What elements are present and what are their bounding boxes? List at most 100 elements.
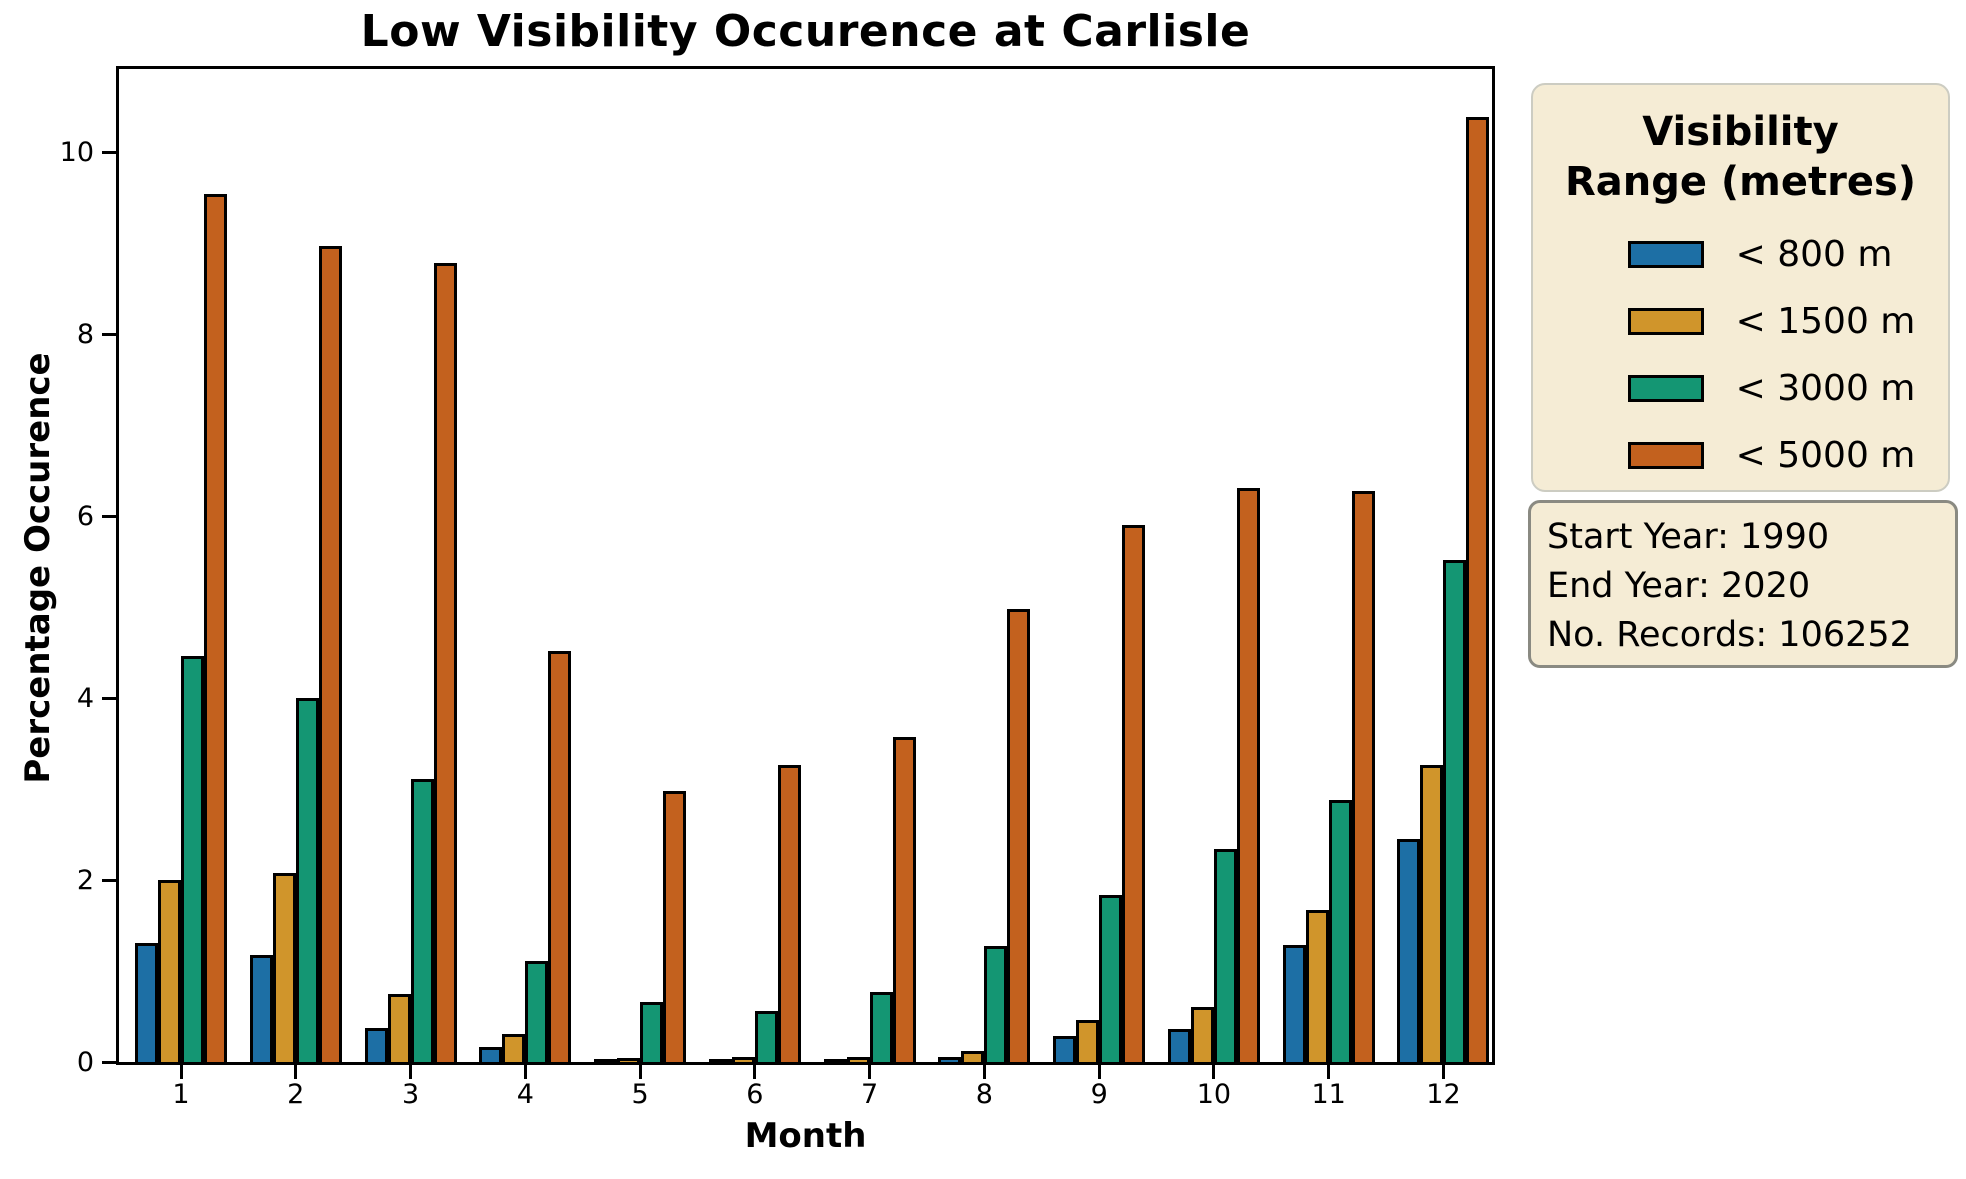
bar-month-4-range-3 xyxy=(525,961,549,1062)
bar-month-11-range-3 xyxy=(1328,800,1352,1062)
legend-entry-1: < 800 m xyxy=(1566,221,1916,288)
bar-month-12-range-1 xyxy=(1397,839,1421,1062)
bar-month-5-range-4 xyxy=(663,791,687,1062)
legend-swatch-icon xyxy=(1627,241,1704,268)
y-tick-label-8: 8 xyxy=(76,319,94,351)
bars-layer xyxy=(119,69,1492,1062)
y-tick-8 xyxy=(102,333,116,337)
legend-entry-label: < 1500 m xyxy=(1735,301,1916,342)
legend-entries: < 800 m < 1500 m < 3000 m < 5000 m xyxy=(1566,221,1916,489)
legend: Visibility Range (metres) < 800 m < 1500 … xyxy=(1531,83,1950,492)
bar-month-6-range-2 xyxy=(731,1057,755,1062)
bar-month-7-range-1 xyxy=(823,1059,847,1062)
bar-month-8-range-3 xyxy=(984,945,1008,1062)
bar-month-7-range-2 xyxy=(846,1056,870,1062)
bar-month-7-range-3 xyxy=(869,991,893,1062)
x-tick-label-8: 8 xyxy=(975,1079,993,1110)
bar-month-4-range-2 xyxy=(502,1033,526,1062)
plot-area xyxy=(116,66,1495,1065)
bar-month-1-range-1 xyxy=(135,942,158,1062)
x-tick-10 xyxy=(1212,1065,1216,1079)
y-tick-0 xyxy=(102,1060,116,1064)
x-tick-label-2: 2 xyxy=(287,1079,305,1110)
y-tick-label-6: 6 xyxy=(76,500,94,532)
chart-title: Low Visibility Occurence at Carlisle xyxy=(360,6,1251,57)
x-tick-7 xyxy=(868,1065,872,1079)
y-tick-label-0: 0 xyxy=(76,1046,94,1078)
bar-month-2-range-4 xyxy=(318,246,342,1062)
bar-month-8-range-4 xyxy=(1007,609,1031,1062)
bar-month-4-range-1 xyxy=(479,1047,503,1062)
info-box: Start Year: 1990 End Year: 2020 No. Reco… xyxy=(1528,500,1958,668)
info-end-year: End Year: 2020 xyxy=(1547,566,1811,606)
legend-entry-label: < 5000 m xyxy=(1735,435,1916,476)
bar-month-1-range-2 xyxy=(158,880,181,1062)
bar-month-10-range-1 xyxy=(1167,1029,1191,1062)
bar-month-3-range-4 xyxy=(433,262,457,1062)
bar-month-3-range-1 xyxy=(364,1028,388,1062)
info-start-year: Start Year: 1990 xyxy=(1547,517,1830,557)
x-tick-4 xyxy=(523,1065,527,1079)
bar-month-10-range-2 xyxy=(1190,1006,1214,1062)
bar-month-8-range-1 xyxy=(938,1057,962,1062)
x-tick-6 xyxy=(753,1065,757,1079)
bar-month-4-range-4 xyxy=(548,650,572,1062)
bar-month-6-range-4 xyxy=(777,764,801,1062)
legend-entry-4: < 5000 m xyxy=(1566,422,1916,489)
legend-title: Visibility Range (metres) xyxy=(1565,107,1916,207)
x-tick-8 xyxy=(982,1065,986,1079)
legend-swatch-icon xyxy=(1627,308,1704,335)
legend-entry-2: < 1500 m xyxy=(1566,288,1916,355)
bar-month-5-range-1 xyxy=(594,1059,618,1062)
bar-month-11-range-2 xyxy=(1305,910,1329,1062)
bar-month-1-range-3 xyxy=(181,655,204,1062)
bar-month-12-range-2 xyxy=(1420,764,1444,1062)
x-tick-label-5: 5 xyxy=(631,1079,649,1110)
x-tick-label-11: 11 xyxy=(1311,1079,1346,1110)
x-tick-2 xyxy=(294,1065,298,1079)
x-tick-label-3: 3 xyxy=(401,1079,420,1110)
bar-month-6-range-3 xyxy=(754,1011,778,1062)
bar-month-2-range-2 xyxy=(272,872,296,1062)
bar-month-3-range-3 xyxy=(410,779,434,1062)
x-tick-label-6: 6 xyxy=(746,1079,764,1110)
bar-month-8-range-2 xyxy=(961,1051,985,1062)
bar-month-2-range-1 xyxy=(249,954,273,1062)
bar-month-5-range-3 xyxy=(640,1001,664,1062)
y-tick-2 xyxy=(102,878,116,882)
legend-entry-3: < 3000 m xyxy=(1566,355,1915,422)
x-tick-11 xyxy=(1327,1065,1331,1079)
x-tick-3 xyxy=(409,1065,413,1079)
x-tick-5 xyxy=(638,1065,642,1079)
bar-month-7-range-4 xyxy=(892,737,916,1062)
x-tick-1 xyxy=(179,1065,183,1079)
x-tick-9 xyxy=(1097,1065,1101,1079)
bar-month-10-range-3 xyxy=(1213,849,1237,1062)
bar-month-11-range-4 xyxy=(1351,490,1375,1062)
bar-month-2-range-3 xyxy=(295,698,319,1062)
x-axis-label: Month xyxy=(744,1116,867,1156)
legend-title-line-1: Visibility xyxy=(1642,109,1839,155)
bar-month-3-range-2 xyxy=(387,993,411,1062)
x-tick-label-9: 9 xyxy=(1090,1079,1108,1110)
bar-month-9-range-4 xyxy=(1122,524,1146,1062)
bar-month-6-range-1 xyxy=(708,1059,732,1062)
bar-month-9-range-2 xyxy=(1076,1020,1100,1062)
legend-title-line-2: Range (metres) xyxy=(1564,159,1917,205)
bar-month-11-range-1 xyxy=(1282,944,1306,1062)
y-tick-10 xyxy=(102,151,116,155)
x-tick-label-4: 4 xyxy=(516,1079,534,1110)
x-tick-label-10: 10 xyxy=(1196,1079,1232,1110)
legend-swatch-icon xyxy=(1627,375,1704,402)
y-axis-label: Percentage Occurence xyxy=(18,352,58,784)
bar-month-9-range-3 xyxy=(1099,894,1123,1062)
y-tick-label-10: 10 xyxy=(59,137,94,169)
legend-swatch-icon xyxy=(1627,442,1704,469)
legend-entry-label: < 800 m xyxy=(1735,234,1893,275)
x-tick-label-12: 12 xyxy=(1426,1079,1461,1110)
bar-month-5-range-2 xyxy=(617,1058,641,1062)
bar-month-12-range-4 xyxy=(1466,117,1490,1062)
x-tick-12 xyxy=(1441,1065,1445,1079)
x-tick-label-1: 1 xyxy=(172,1079,190,1110)
